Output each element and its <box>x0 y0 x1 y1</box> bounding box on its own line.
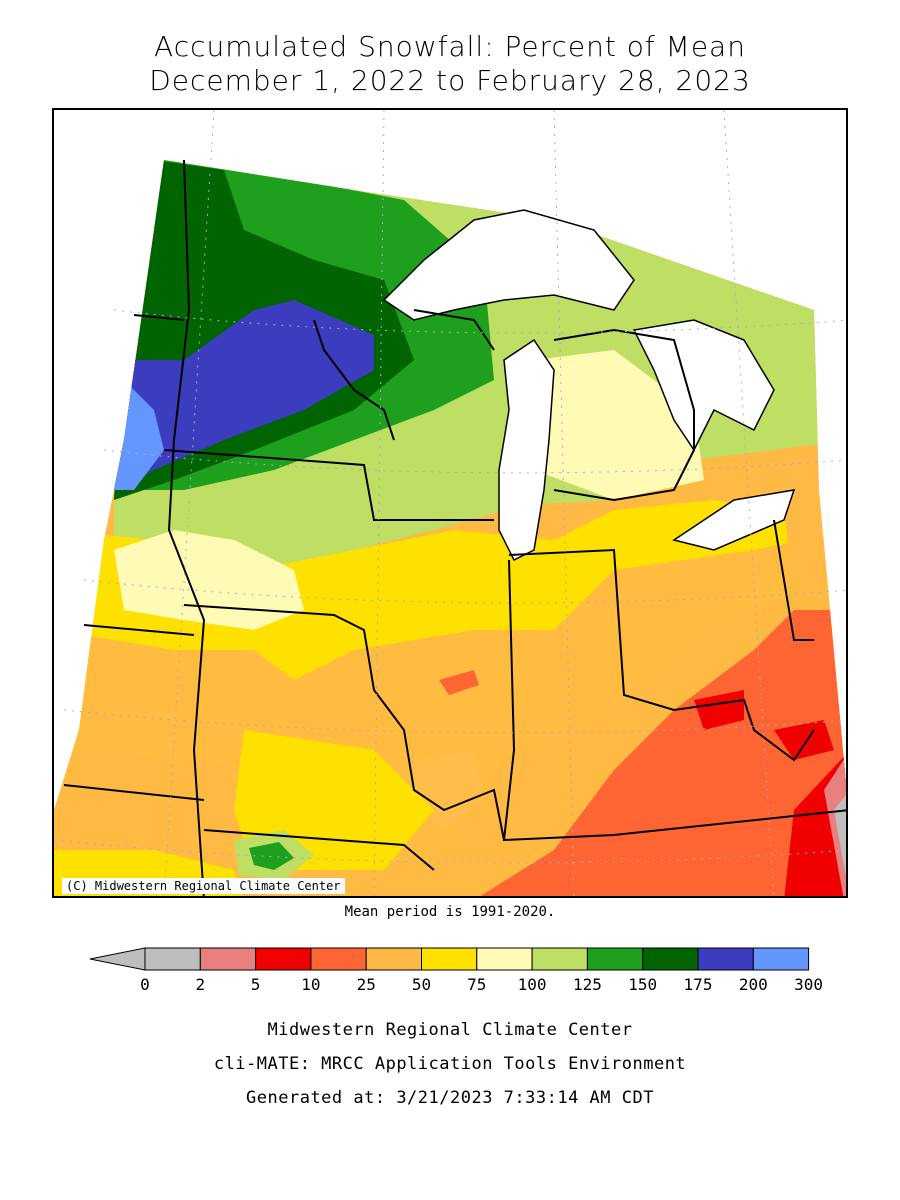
legend-swatch <box>199 947 257 971</box>
footer-org: Midwestern Regional Climate Center <box>267 1020 633 1040</box>
state-boundaries <box>63 159 846 896</box>
legend-swatch <box>586 947 644 971</box>
legend-tick-label: 0 <box>140 975 150 994</box>
legend-swatch <box>476 947 533 971</box>
lake-erie <box>672 489 796 551</box>
legend-swatch <box>752 947 810 971</box>
graticule <box>54 110 846 896</box>
legend-tick-label: 5 <box>251 975 261 994</box>
legend-tick-label: 2 <box>195 975 205 994</box>
legend-swatch <box>365 947 423 971</box>
legend-tick-label: 175 <box>684 975 713 994</box>
legend-tick-label: 125 <box>573 975 602 994</box>
great-lakes <box>382 209 796 562</box>
legend-tick-label: 200 <box>739 975 768 994</box>
snowfall-map: (C) Midwestern Regional Climate Center <box>52 108 848 898</box>
copyright-label: (C) Midwestern Regional Climate Center <box>62 878 345 894</box>
legend-tick-label: 100 <box>518 975 547 994</box>
legend-swatch <box>310 947 367 971</box>
footer-generated: Generated at: 3/21/2023 7:33:14 AM CDT <box>246 1088 654 1108</box>
lake-michigan <box>498 338 555 562</box>
map-title-line2: December 1, 2022 to February 28, 2023 <box>149 64 751 97</box>
legend-tick-label: 25 <box>357 975 376 994</box>
legend-tick-label: 50 <box>412 975 431 994</box>
footer-tool: cli-MATE: MRCC Application Tools Environ… <box>213 1054 687 1074</box>
legend-arrow <box>89 947 146 971</box>
legend-swatch <box>531 947 588 971</box>
legend-tick-label: 150 <box>628 975 657 994</box>
color-legend: 0 2 5 10 25 50 75 100 125 150 175 200 300 <box>0 940 900 1000</box>
legend-bar: 0 2 5 10 25 50 75 100 125 150 175 200 300 <box>89 947 823 994</box>
legend-swatch <box>697 947 754 971</box>
mean-period-note: Mean period is 1991-2020. <box>344 904 556 920</box>
legend-tick-label: 75 <box>467 975 486 994</box>
legend-swatch <box>642 947 699 971</box>
lake-superior <box>382 209 635 321</box>
map-title-line1: Accumulated Snowfall: Percent of Mean <box>154 30 746 63</box>
map-canvas <box>54 110 846 896</box>
legend-swatch <box>144 947 201 971</box>
snowfall-field <box>54 160 846 896</box>
legend-tick-label: 300 <box>794 975 823 994</box>
legend-tick-label: 10 <box>301 975 320 994</box>
legend-swatch <box>421 947 478 971</box>
lake-huron <box>632 319 775 452</box>
legend-swatch <box>255 947 312 971</box>
